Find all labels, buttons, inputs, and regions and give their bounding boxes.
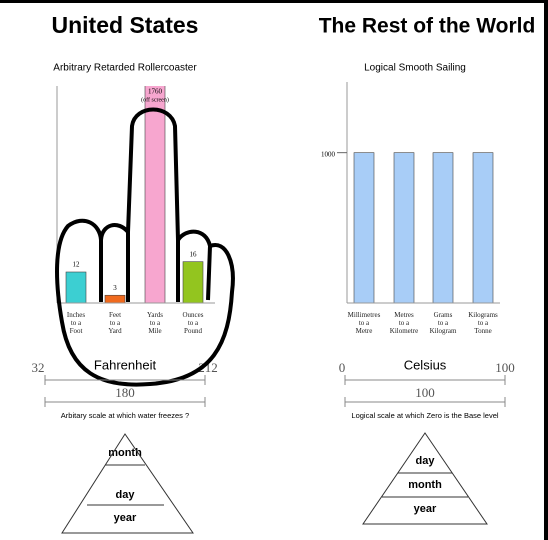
bar [104,294,126,304]
bar [393,152,415,304]
scale-span: 100 [415,385,435,400]
pyramid-label: day [416,455,436,467]
data-label: 1760 [148,88,163,96]
scale-start: 0 [339,360,346,375]
scale-name: Celsius [404,357,447,372]
y-tick-label: 1000 [321,150,336,158]
bar [353,152,375,304]
pyramid-label: month [108,447,142,459]
scale-name: Fahrenheit [94,357,157,372]
bars [65,86,204,304]
bar [432,152,454,304]
bar [182,261,204,304]
frame-right [544,0,548,540]
scale-caption: Logical scale at which Zero is the Base … [351,411,498,420]
hand-drawing [55,107,235,387]
bar [144,86,166,304]
pyramid-label: year [114,512,137,524]
x-tick-label: Millimetres to a Metre [347,311,381,335]
bars [353,152,494,304]
scale-span: 180 [115,385,135,400]
x-tick-label: Inches to a Foot [66,311,86,335]
data-label: 16 [190,250,198,258]
pyramid-shapes [61,432,488,534]
data-label: 3 [113,284,117,292]
x-tick-label: Metres to a Kilometre [389,311,419,335]
header: United States [52,12,199,38]
frame-top [0,0,548,3]
scale-end: 100 [495,360,515,375]
scale-lines [44,375,506,407]
scale-end: 212 [198,360,218,375]
pyramid-label: month [408,479,442,491]
x-tick-label: Kilograms to a Tonne [468,311,498,335]
scale-start: 32 [32,360,45,375]
pyramid-label: year [414,503,437,515]
bar [65,271,87,304]
x-tick-label: Feet to a Yard [108,311,122,335]
pyramid-label: day [116,489,136,501]
scale-caption: Arbitary scale at which water freezes ? [61,411,189,420]
x-tick-label: Grams to a Kilogram [429,311,457,335]
data-label: 12 [73,261,81,269]
x-tick-label: Yards to a Mile [146,311,164,335]
x-tick-label: Ounces to a Pound [182,311,204,335]
header: The Rest of the World [319,15,536,38]
chart-title: Arbitrary Retarded Rollercoaster [53,63,197,74]
annotation: (off screen) [141,96,169,103]
bar [472,152,494,304]
chart-title: Logical Smooth Sailing [364,63,466,74]
